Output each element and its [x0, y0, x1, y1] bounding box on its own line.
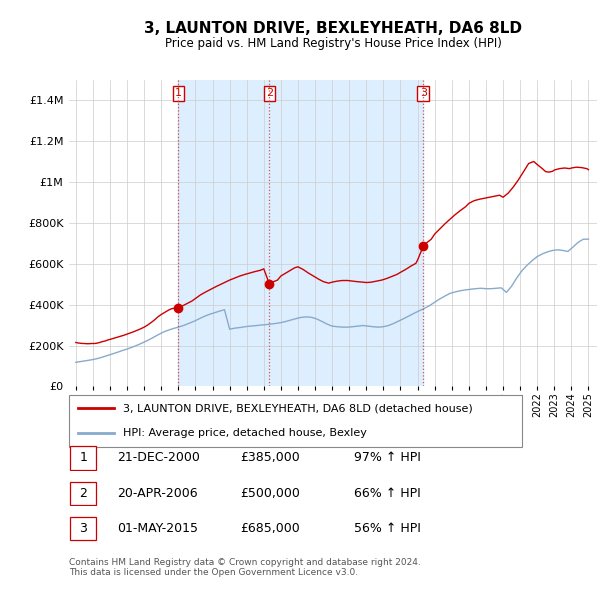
Text: £685,000: £685,000 — [240, 522, 300, 535]
Text: Price paid vs. HM Land Registry's House Price Index (HPI): Price paid vs. HM Land Registry's House … — [164, 37, 502, 50]
Text: 3, LAUNTON DRIVE, BEXLEYHEATH, DA6 8LD: 3, LAUNTON DRIVE, BEXLEYHEATH, DA6 8LD — [144, 21, 522, 35]
Text: 1: 1 — [79, 451, 88, 464]
Text: 56% ↑ HPI: 56% ↑ HPI — [354, 522, 421, 535]
Text: HPI: Average price, detached house, Bexley: HPI: Average price, detached house, Bexl… — [124, 428, 367, 438]
Bar — [178, 80, 269, 386]
FancyBboxPatch shape — [70, 481, 97, 505]
FancyBboxPatch shape — [70, 446, 97, 470]
Text: 2: 2 — [266, 88, 273, 99]
Text: 01-MAY-2015: 01-MAY-2015 — [117, 522, 198, 535]
Text: 3, LAUNTON DRIVE, BEXLEYHEATH, DA6 8LD (detached house): 3, LAUNTON DRIVE, BEXLEYHEATH, DA6 8LD (… — [124, 404, 473, 413]
Text: 3: 3 — [79, 522, 88, 535]
Text: 2: 2 — [79, 487, 88, 500]
Text: 21-DEC-2000: 21-DEC-2000 — [117, 451, 200, 464]
Text: Contains HM Land Registry data © Crown copyright and database right 2024.
This d: Contains HM Land Registry data © Crown c… — [69, 558, 421, 577]
Text: 97% ↑ HPI: 97% ↑ HPI — [354, 451, 421, 464]
Text: 3: 3 — [420, 88, 427, 99]
Text: 20-APR-2006: 20-APR-2006 — [117, 487, 197, 500]
FancyBboxPatch shape — [69, 395, 522, 447]
Text: 66% ↑ HPI: 66% ↑ HPI — [354, 487, 421, 500]
Bar — [269, 80, 423, 386]
Text: £385,000: £385,000 — [240, 451, 300, 464]
Text: 1: 1 — [175, 88, 182, 99]
FancyBboxPatch shape — [70, 517, 97, 540]
Text: £500,000: £500,000 — [240, 487, 300, 500]
